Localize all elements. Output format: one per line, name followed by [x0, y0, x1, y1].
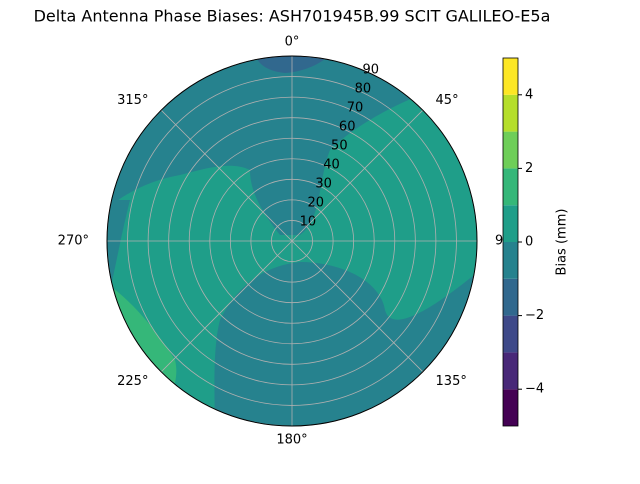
grid-spoke — [291, 240, 424, 373]
theta-tick-label: 135° — [436, 374, 467, 389]
grid-spoke — [160, 109, 293, 242]
overlay: 1020304050607080900°45°90135°180°225°270… — [58, 35, 570, 448]
r-tick-label: 10 — [300, 215, 317, 230]
r-tick-label: 70 — [347, 101, 364, 116]
grid-spoke — [160, 240, 293, 373]
colorbar-bin — [503, 58, 518, 95]
r-tick-label: 50 — [331, 139, 348, 154]
polar-frame — [106, 55, 478, 427]
theta-tick-label: 315° — [117, 93, 148, 108]
r-tick-label: 20 — [307, 196, 324, 211]
colorbar-bin — [503, 94, 518, 132]
colorbar-tick-label: 4 — [525, 87, 533, 102]
r-tick-label: 80 — [355, 82, 372, 97]
plot-area — [107, 56, 477, 426]
r-tick-label: 30 — [315, 177, 332, 192]
colorbar-bin — [503, 242, 518, 279]
colorbar-bin — [503, 389, 518, 426]
colorbar-bin — [503, 168, 518, 206]
theta-tick-label: 45° — [436, 93, 459, 108]
colorbar-bin — [503, 278, 518, 316]
grid-spoke — [291, 109, 424, 242]
colorbar-tick-label: 2 — [525, 161, 533, 176]
colorbar-bin — [503, 352, 518, 390]
colorbar-tick-label: −4 — [525, 382, 544, 397]
theta-tick-label: 270° — [58, 234, 89, 249]
contour-region — [107, 56, 477, 235]
colorbar-bin — [503, 205, 518, 242]
contour-region — [255, 56, 335, 73]
r-tick-label: 60 — [339, 120, 356, 135]
theta-tick-label: 0° — [285, 35, 300, 50]
theta-tick-label: 180° — [276, 433, 307, 448]
colorbar-bin — [503, 131, 518, 169]
colorbar-tick-label: −2 — [525, 308, 544, 323]
colorbar-tick-label: 0 — [525, 235, 533, 250]
theta-tick-label: 225° — [117, 374, 148, 389]
colorbar-label: Bias (mm) — [555, 209, 570, 276]
chart-title: Delta Antenna Phase Biases: ASH701945B.9… — [34, 7, 551, 26]
r-tick-label: 40 — [323, 158, 340, 173]
colorbar-bin — [503, 315, 518, 353]
r-tick-label: 90 — [363, 63, 380, 78]
